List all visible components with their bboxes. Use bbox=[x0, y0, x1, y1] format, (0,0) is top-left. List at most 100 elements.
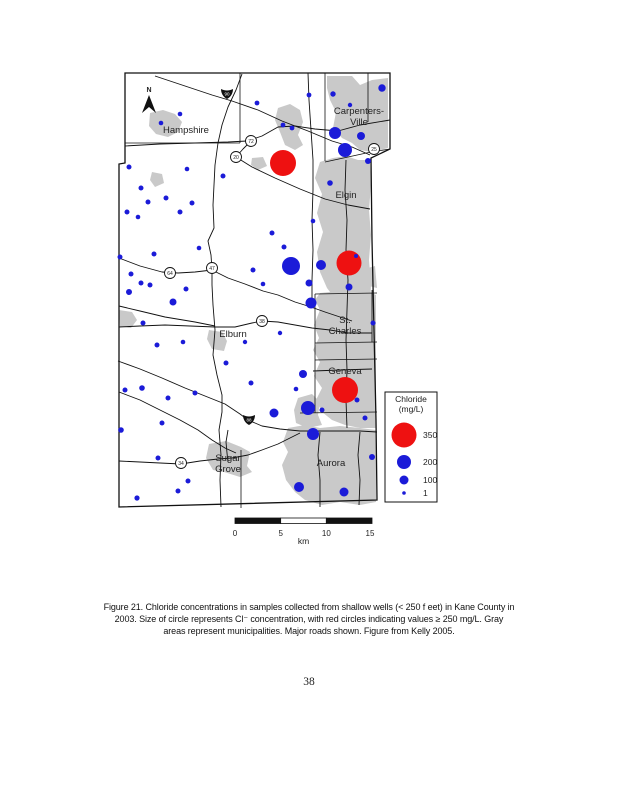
well-marker-blue bbox=[128, 271, 134, 277]
well-marker-blue bbox=[319, 407, 325, 413]
legend-value-1: 1 bbox=[423, 488, 428, 498]
route-shield-25: 25 bbox=[368, 143, 380, 155]
road-line-us34 bbox=[118, 432, 301, 465]
well-marker-blue bbox=[139, 385, 145, 391]
city-label-st-charles: St. bbox=[339, 315, 351, 326]
road-line-il72 bbox=[124, 119, 391, 147]
legend: Chloride(mg/L) 350 200 100 1 bbox=[384, 391, 438, 503]
well-marker-blue bbox=[365, 158, 371, 164]
municipality-area-lily-lake bbox=[251, 157, 267, 170]
well-marker-blue bbox=[175, 488, 181, 494]
interstate-shield-88: 88 bbox=[243, 415, 255, 425]
kane-county-map: 72 20 25 64 47 38 34 90 88 Hampshire Carpenters-Vi… bbox=[117, 72, 438, 546]
boundary-line bbox=[314, 292, 378, 295]
city-label-elgin: Elgin bbox=[335, 190, 356, 201]
route-shield-number: 72 bbox=[248, 139, 254, 145]
route-shield-38: 38 bbox=[256, 315, 268, 327]
well-marker-blue bbox=[184, 166, 190, 172]
well-marker-blue bbox=[357, 132, 365, 140]
well-marker-blue bbox=[196, 245, 202, 251]
scale-bar: 0 5 10 15 km bbox=[233, 517, 375, 546]
road-line-sw-road bbox=[118, 391, 237, 454]
city-label-geneva: Geneva bbox=[328, 366, 362, 377]
municipality-area-elgin bbox=[315, 156, 371, 309]
route-shield-number: 25 bbox=[371, 147, 377, 153]
interstate-shield-number: 88 bbox=[246, 418, 252, 423]
county-outline bbox=[118, 72, 391, 508]
well-marker-blue bbox=[299, 370, 307, 378]
well-marker-blue bbox=[158, 120, 164, 126]
road-line-geneva-street bbox=[312, 368, 373, 372]
well-marker-blue bbox=[310, 218, 316, 224]
well-marker-blue bbox=[282, 257, 300, 275]
well-marker-blue bbox=[293, 386, 299, 392]
road-line-il38-feeder bbox=[118, 305, 216, 327]
municipality-area-gilberts bbox=[275, 104, 303, 150]
legend-value-350: 350 bbox=[423, 430, 437, 440]
well-marker-blue bbox=[126, 164, 132, 170]
road-line-randall-rd bbox=[307, 72, 314, 305]
north-arrow-n-label: N bbox=[146, 87, 151, 94]
well-marker-blue bbox=[330, 91, 336, 97]
well-marker-blue bbox=[151, 251, 157, 257]
well-marker-blue bbox=[169, 298, 177, 306]
well-marker-blue bbox=[305, 297, 317, 309]
well-marker-blue bbox=[177, 209, 183, 215]
well-marker-blue bbox=[177, 111, 183, 117]
well-marker-blue bbox=[329, 127, 341, 139]
road-line-sg-connector bbox=[225, 429, 229, 463]
well-marker-blue bbox=[354, 397, 360, 403]
well-marker-blue bbox=[370, 320, 376, 326]
city-label-layer: Hampshire Carpenters-Ville Elgin Elburn St.C… bbox=[163, 106, 384, 475]
well-marker-blue bbox=[163, 195, 169, 201]
interstate-shield-number: 90 bbox=[224, 92, 230, 97]
well-marker-blue bbox=[254, 100, 260, 106]
municipality-area-aurora bbox=[282, 425, 376, 505]
well-marker-blue bbox=[159, 420, 165, 426]
well-marker-blue bbox=[242, 339, 248, 345]
well-marker-blue bbox=[118, 427, 124, 433]
caption-line-2: 2003. Size of circle represents Cl⁻ conc… bbox=[114, 614, 504, 624]
well-marker-red bbox=[332, 377, 358, 403]
well-marker-blue bbox=[138, 280, 144, 286]
city-label-carpentersville: Carpenters- bbox=[334, 106, 384, 117]
route-shield-72: 72 bbox=[245, 135, 257, 147]
city-label-aurora: Aurora bbox=[317, 458, 346, 469]
scale-tick-15: 15 bbox=[366, 529, 375, 538]
interstate-shield-shape bbox=[221, 89, 233, 99]
well-marker-blue bbox=[250, 267, 256, 273]
city-label-sugar-grove: Sugar bbox=[215, 453, 240, 464]
well-layer bbox=[117, 84, 386, 501]
city-label-sugar-grove: Grove bbox=[215, 464, 241, 475]
legend-value-200: 200 bbox=[423, 457, 437, 467]
north-arrow-icon bbox=[142, 95, 156, 113]
city-label-st-charles: Charles bbox=[329, 326, 362, 337]
route-shield-64: 64 bbox=[164, 267, 176, 279]
well-marker-blue bbox=[183, 286, 189, 292]
north-arrow: N bbox=[142, 87, 156, 113]
municipality-area-hampshire-town bbox=[149, 110, 182, 137]
scale-unit: km bbox=[298, 536, 309, 546]
well-marker-blue bbox=[280, 122, 286, 128]
well-marker-blue bbox=[154, 342, 160, 348]
route-shield-circle bbox=[206, 262, 218, 274]
well-marker-blue bbox=[362, 415, 368, 421]
well-marker-blue bbox=[134, 495, 140, 501]
well-marker-blue bbox=[281, 244, 287, 250]
road-line-aurora-v2 bbox=[357, 431, 361, 506]
well-marker-blue bbox=[277, 330, 283, 336]
well-marker-blue bbox=[165, 395, 171, 401]
well-marker-blue bbox=[339, 487, 349, 497]
city-label-carpentersville: Ville bbox=[350, 117, 368, 128]
municipality-area-elburn-town bbox=[207, 330, 227, 351]
well-marker-blue bbox=[180, 339, 186, 345]
shield-layer: 72 20 25 64 47 38 34 90 88 bbox=[164, 89, 380, 469]
route-shield-circle bbox=[164, 267, 176, 279]
well-marker-blue bbox=[345, 283, 353, 291]
scale-bar-segment bbox=[325, 517, 373, 524]
well-marker-blue bbox=[338, 143, 352, 157]
well-marker-blue bbox=[124, 209, 130, 215]
route-shield-number: 64 bbox=[167, 271, 173, 277]
well-marker-blue bbox=[126, 289, 132, 295]
well-marker-blue bbox=[269, 408, 279, 418]
